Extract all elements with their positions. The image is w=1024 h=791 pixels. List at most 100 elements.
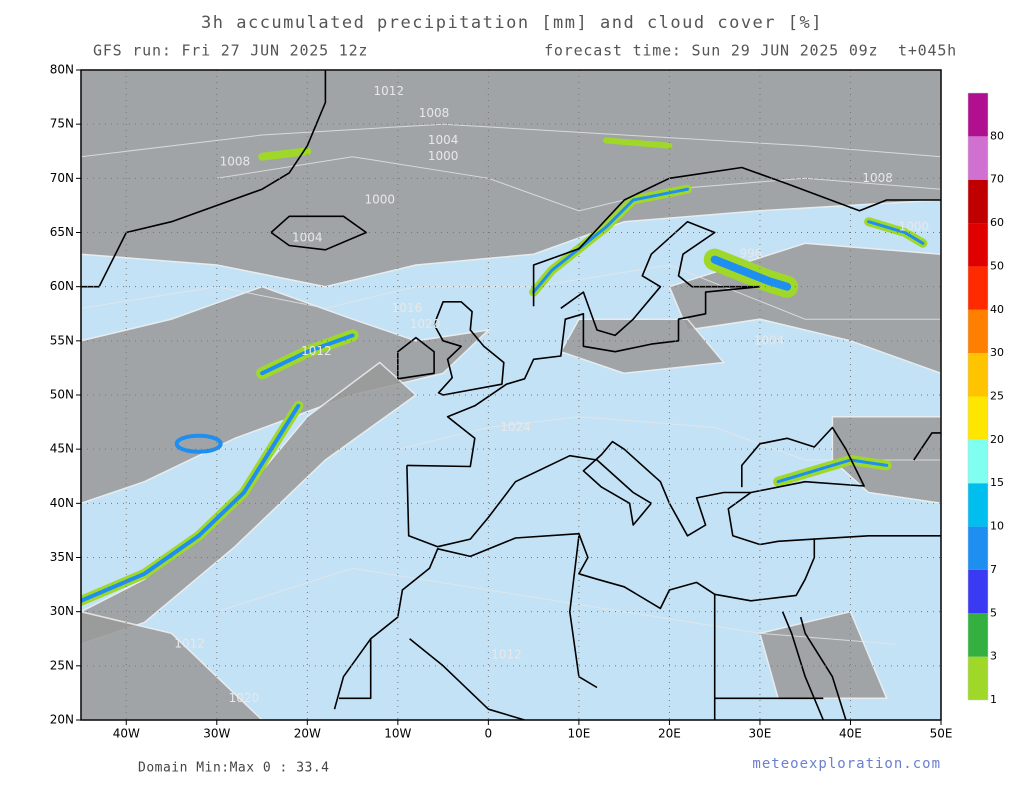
isobar-label: 1004	[292, 230, 323, 244]
isobar-label: 1020	[410, 317, 441, 331]
coastline	[270, 215, 368, 251]
x-tick-label: 20W	[294, 727, 321, 741]
precip-light	[603, 137, 673, 149]
colorbar-segment	[968, 439, 988, 484]
x-tick-label: 40E	[839, 727, 862, 741]
colorbar-label: 7	[990, 563, 997, 576]
precip-light	[258, 147, 312, 161]
colorbar-label: 40	[990, 303, 1004, 316]
coastline	[406, 285, 760, 468]
x-tick-label: 20E	[658, 727, 681, 741]
precip-heavy	[260, 333, 355, 376]
colorbar-segment	[968, 569, 988, 614]
precip-heavy	[710, 255, 792, 291]
coastline	[799, 616, 847, 720]
y-tick-label: 65N	[50, 225, 74, 239]
x-tick-label: 30W	[203, 727, 230, 741]
precip-heavy	[81, 403, 301, 603]
x-tick-label: 10W	[384, 727, 411, 741]
coastline	[433, 300, 505, 396]
colorbar-segment	[968, 483, 988, 527]
y-tick-label: 50N	[50, 388, 74, 402]
coastline	[814, 534, 941, 540]
isobar-label: 1016	[392, 301, 423, 315]
coastline	[406, 440, 751, 548]
isobar-label: 1008	[220, 155, 251, 169]
isobar	[397, 416, 941, 461]
colorbar-label: 5	[990, 606, 997, 619]
colorbar-label: 80	[990, 129, 1004, 142]
colorbar-label: 25	[990, 390, 1004, 403]
colorbar-frame	[967, 92, 989, 701]
colorbar-segment	[968, 179, 988, 224]
precip-cyclone	[174, 433, 223, 454]
coastline	[913, 432, 941, 461]
coastline	[532, 166, 941, 307]
colorbar-segment	[968, 656, 988, 700]
colorbar-segment	[968, 353, 988, 397]
x-tick-label: 40W	[113, 727, 140, 741]
colorbar-segment	[968, 266, 988, 310]
coastline	[740, 426, 865, 494]
colorbar-segment	[968, 136, 988, 180]
isobar-label: 1004	[428, 133, 459, 147]
coastline	[339, 638, 372, 700]
isobar-label: 1000	[364, 193, 395, 207]
isobar	[81, 123, 941, 158]
coastline	[568, 535, 598, 689]
colorbar-label: 30	[990, 346, 1004, 359]
coastline	[333, 491, 816, 710]
colorbar-segment	[968, 309, 988, 354]
credit[interactable]: meteoexploration.com	[752, 756, 941, 772]
domain-minmax: Domain Min:Max 0 : 33.4	[138, 761, 330, 776]
precip-heavy	[776, 458, 889, 484]
coastline	[560, 220, 760, 337]
isobar-label: 1008	[419, 106, 450, 120]
colorbar-label: 50	[990, 259, 1004, 272]
colorbar-segment	[968, 93, 988, 137]
run-info: GFS run: Fri 27 JUN 2025 12z	[93, 42, 368, 60]
isobar-label: 1004	[754, 333, 785, 347]
map-layer: 1012 1008 1004 1000 1008 1004 1000 996 1016 1020 1…	[81, 70, 941, 720]
y-tick-label: 80N	[50, 63, 74, 77]
y-tick-label: 20N	[50, 713, 74, 727]
isobar-label: 1024	[500, 420, 531, 434]
x-tick-label: 30E	[749, 727, 772, 741]
x-tick-label: 10E	[567, 727, 590, 741]
cloud-area	[81, 70, 941, 288]
y-tick-label: 70N	[50, 171, 74, 185]
isobar	[216, 156, 941, 212]
isobar	[216, 567, 896, 645]
y-tick-label: 55N	[50, 333, 74, 347]
x-tick-label: 0	[485, 727, 493, 741]
isobar-label: 1020	[229, 691, 260, 705]
y-tick-label: 60N	[50, 279, 74, 293]
colorbar-label: 1	[990, 693, 997, 706]
y-tick-label: 75N	[50, 117, 74, 131]
coastline	[396, 336, 435, 380]
colorbar-label: 70	[990, 173, 1004, 186]
isobar	[81, 264, 941, 320]
title: 3h accumulated precipitation [mm] and cl…	[201, 13, 823, 33]
map-frame	[80, 69, 942, 721]
isobar-label: 1012	[374, 84, 405, 98]
y-tick-label: 30N	[50, 604, 74, 618]
coastline	[409, 638, 525, 720]
colorbar-label: 15	[990, 476, 1004, 489]
isobar-label: 996	[739, 247, 762, 261]
y-tick-label: 45N	[50, 442, 74, 456]
forecast-info: forecast time: Sun 29 JUN 2025 09z t+045…	[544, 42, 957, 60]
colorbar-label: 10	[990, 520, 1004, 533]
precip-heavy	[867, 220, 925, 245]
colorbar-label: 60	[990, 216, 1004, 229]
y-tick-label: 35N	[50, 550, 74, 564]
isobar-label: 1012	[301, 344, 332, 358]
y-tick-label: 25N	[50, 658, 74, 672]
coastline	[81, 70, 327, 288]
colorbar-segment	[968, 396, 988, 440]
x-tick-label: 50E	[930, 727, 953, 741]
colorbar-label: 20	[990, 433, 1004, 446]
colorbar-segment	[968, 223, 988, 267]
